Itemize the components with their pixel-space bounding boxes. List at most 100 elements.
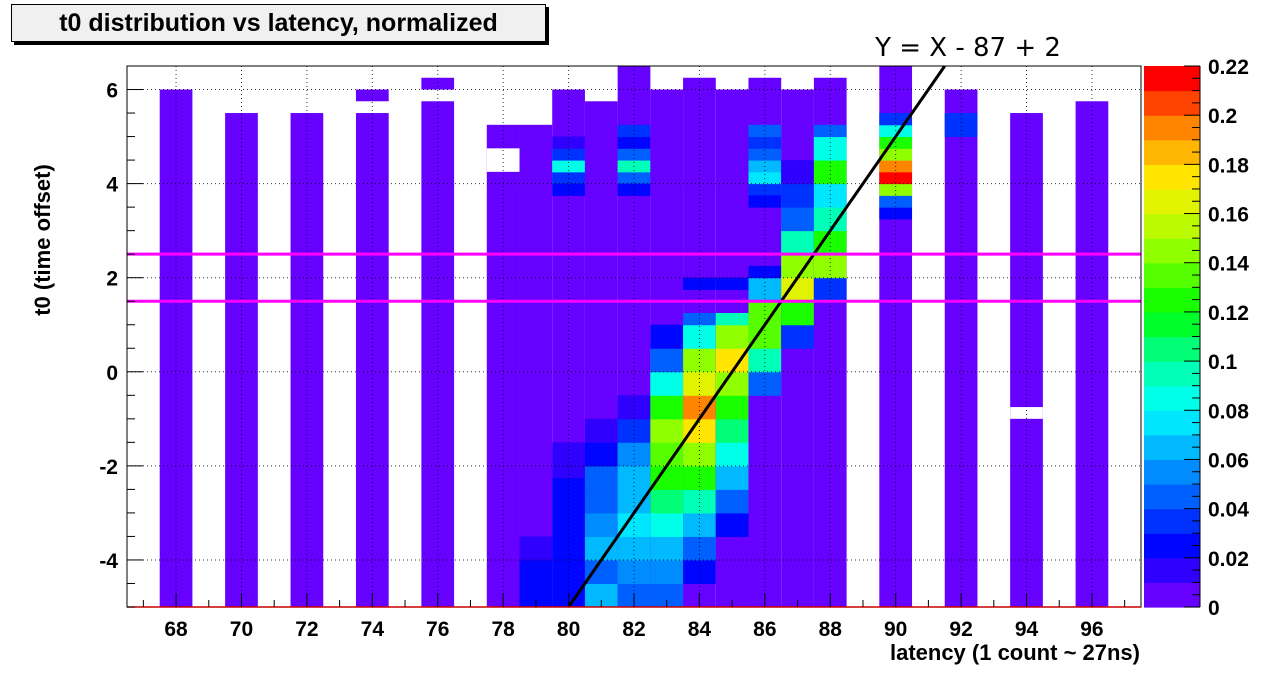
heatmap-cell bbox=[650, 489, 684, 514]
heatmap-cell bbox=[715, 312, 749, 326]
colorbar-segment bbox=[1144, 557, 1200, 584]
colorbar-segment bbox=[1144, 361, 1200, 387]
heatmap-cell bbox=[748, 324, 782, 349]
colorbar-segment bbox=[1144, 336, 1200, 362]
heatmap-cell bbox=[617, 536, 651, 561]
y-tick-label: -4 bbox=[99, 550, 118, 573]
colorbar-tick-label: 0.16 bbox=[1208, 204, 1249, 227]
heatmap-cell bbox=[781, 207, 814, 232]
heatmap-cell bbox=[683, 348, 716, 373]
heatmap-cell bbox=[715, 512, 749, 537]
fit-line-label: Y = X - 87 + 2 bbox=[874, 33, 1061, 63]
colorbar-tick-label: 0.08 bbox=[1208, 400, 1249, 423]
heatmap-cell bbox=[683, 324, 716, 349]
heatmap-cell bbox=[715, 465, 749, 490]
heatmap-cell bbox=[584, 536, 618, 561]
heatmap-cell bbox=[748, 348, 782, 373]
heatmap-cell bbox=[584, 512, 618, 537]
heatmap-cell bbox=[617, 465, 651, 490]
overlay-lines bbox=[127, 65, 1141, 608]
colorbar-tick-label: 0.06 bbox=[1208, 449, 1249, 472]
colorbar-segment bbox=[1144, 287, 1200, 313]
heatmap-cell bbox=[552, 442, 585, 479]
heatmap-cell bbox=[879, 183, 913, 196]
colorbar-segment bbox=[1144, 262, 1200, 288]
heatmap-cell bbox=[584, 489, 618, 514]
x-tick-label: 86 bbox=[753, 618, 776, 641]
heatmap-cell bbox=[683, 489, 716, 514]
colorbar-segment bbox=[1144, 582, 1200, 608]
heatmap-cell bbox=[781, 160, 814, 185]
heatmap-column bbox=[159, 89, 193, 608]
colorbar-tick-label: 0.02 bbox=[1208, 548, 1249, 571]
x-tick-label: 90 bbox=[884, 618, 907, 641]
colorbar-tick-label: 0.04 bbox=[1208, 499, 1249, 522]
colorbar-segment bbox=[1144, 213, 1200, 239]
x-tick-label: 84 bbox=[688, 618, 712, 641]
colorbar-segment bbox=[1144, 66, 1200, 92]
heatmap-cell bbox=[683, 465, 716, 490]
heatmap-cell bbox=[650, 512, 684, 537]
colorbar-tick-label: 0 bbox=[1208, 597, 1220, 620]
heatmap-cell bbox=[519, 536, 553, 561]
heatmap-column bbox=[355, 113, 389, 607]
heatmap-cell bbox=[781, 301, 814, 326]
x-tick-label: 94 bbox=[1015, 618, 1039, 641]
y-axis-label: t0 (time offset) bbox=[30, 164, 55, 316]
y-tick-label: 2 bbox=[106, 268, 118, 291]
heatmap-cell bbox=[683, 277, 716, 290]
heatmap-cell bbox=[715, 348, 749, 373]
heatmap-cell bbox=[552, 171, 585, 185]
heatmap-cell bbox=[584, 418, 618, 443]
y-axis-ticks: -4 -2 0 2 4 6 bbox=[99, 65, 143, 608]
heatmap-cell bbox=[813, 183, 847, 208]
heatmap-cell bbox=[813, 207, 847, 232]
heatmap-cell bbox=[715, 324, 749, 349]
colorbar-segment bbox=[1144, 533, 1200, 559]
heatmap-cell bbox=[683, 312, 716, 326]
heatmap-cell bbox=[683, 559, 716, 584]
heatmap-cell bbox=[715, 489, 749, 514]
x-tick-label: 68 bbox=[164, 618, 188, 641]
heatmap-cell bbox=[781, 277, 814, 302]
heatmap-column bbox=[519, 124, 553, 607]
heatmap-cell bbox=[781, 324, 814, 349]
heatmap-cell bbox=[650, 371, 684, 396]
heatmap-column bbox=[290, 113, 324, 607]
heatmap-cell bbox=[879, 195, 913, 208]
heatmap-cell bbox=[748, 277, 782, 302]
heatmap-column bbox=[944, 89, 978, 608]
colorbar-segment bbox=[1144, 410, 1200, 436]
colorbar-tick-label: 0.14 bbox=[1208, 253, 1249, 276]
heatmap-cell bbox=[519, 559, 553, 608]
colorbar-tick-label: 0.18 bbox=[1208, 154, 1249, 177]
y-tick-label: 6 bbox=[106, 80, 118, 103]
heatmap-cell bbox=[617, 183, 651, 196]
x-tick-label: 74 bbox=[361, 618, 385, 641]
heatmap-gap bbox=[486, 148, 520, 172]
heatmap-cell bbox=[748, 183, 782, 196]
heatmap-cell bbox=[355, 89, 389, 102]
colorbar-tick-label: 0.22 bbox=[1208, 56, 1249, 79]
colorbar-segment bbox=[1144, 139, 1200, 165]
heatmap-cell bbox=[552, 183, 585, 196]
colorbar-segment bbox=[1144, 164, 1200, 190]
heatmap-cell bbox=[650, 324, 684, 349]
heatmap-cell bbox=[879, 207, 913, 220]
heatmap-cell bbox=[650, 418, 684, 443]
y-tick-label: -2 bbox=[99, 456, 118, 479]
heatmap-cell bbox=[650, 536, 684, 561]
heatmap-column bbox=[225, 113, 258, 607]
colorbar-segment bbox=[1144, 434, 1200, 461]
heatmap-cell bbox=[552, 477, 585, 537]
chart-title: t0 distribution vs latency, normalized bbox=[59, 9, 498, 37]
heatmap-gap bbox=[1010, 407, 1043, 419]
heatmap-cell bbox=[584, 465, 618, 490]
heatmap-cell bbox=[715, 371, 749, 396]
colorbar-segment bbox=[1144, 188, 1200, 215]
heatmap-cell bbox=[650, 465, 684, 490]
heatmap-cell bbox=[781, 254, 814, 279]
x-axis-label: latency (1 count ~ 27ns) bbox=[890, 640, 1140, 665]
x-tick-label: 78 bbox=[491, 618, 515, 641]
